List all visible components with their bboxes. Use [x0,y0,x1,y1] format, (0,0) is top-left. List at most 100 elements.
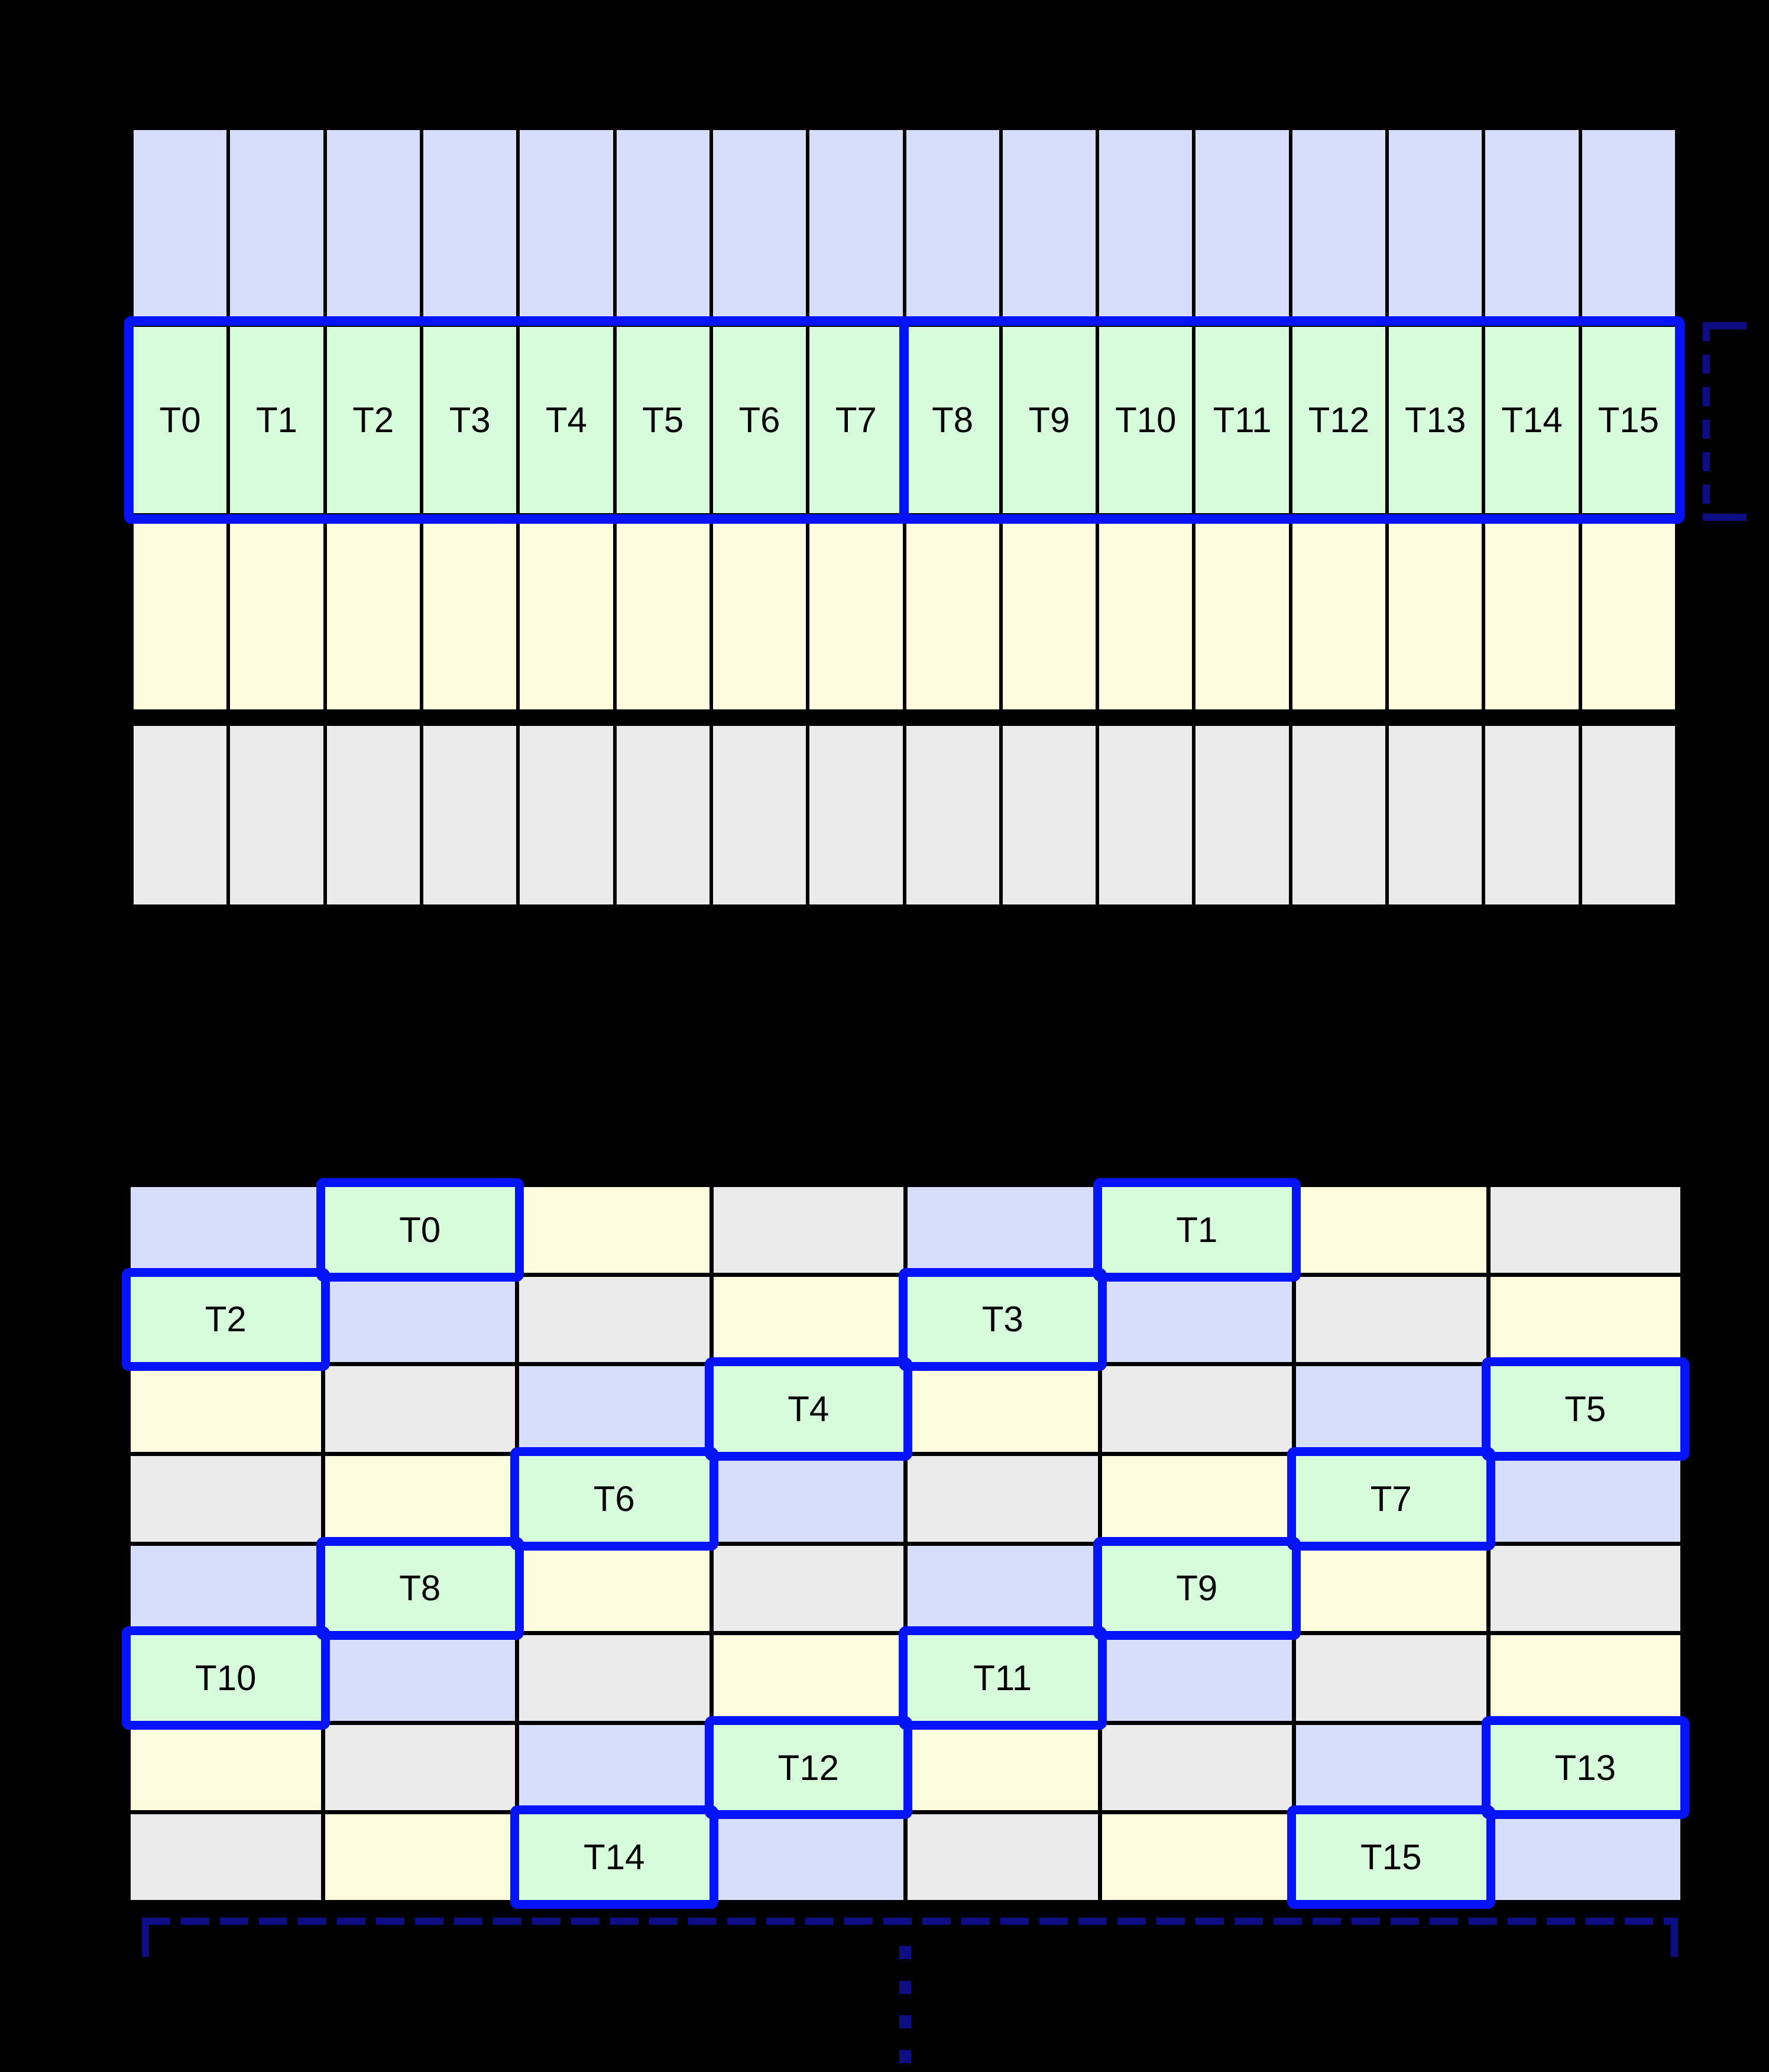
thread-label: T3 [449,400,491,440]
thread-cell: T14 [1485,327,1579,513]
thread-highlight-box-T1 [1093,1178,1301,1282]
memory-cell-lavender [1389,130,1482,316]
memory-cell-cream [906,524,999,709]
memory-cell-lavender [1195,130,1289,316]
thread-cell: T2 [131,1276,321,1363]
memory-cell-gray [1490,1545,1680,1632]
thread-highlight-box-T8 [316,1536,524,1640]
memory-cell-gray [134,726,227,904]
memory-cell-cream [131,1366,321,1452]
thread-highlight-box-T13 [1481,1716,1689,1820]
memory-cell-cream [908,1366,1098,1452]
thread-cell: T1 [230,327,323,513]
thread-cell: T13 [1389,327,1482,513]
thread-label: T10 [1115,400,1177,440]
thread-highlight-box-T12 [704,1716,912,1820]
memory-cell-lavender [1490,1814,1680,1900]
thread-label: T13 [1405,400,1466,440]
memory-cell-gray [1296,1276,1486,1363]
memory-cell-cream [519,1545,709,1632]
memory-cell-lavender [1002,130,1096,316]
thread-label: T4 [545,400,587,440]
memory-cell-gray [1195,726,1289,904]
thread-highlight-box-T11 [899,1626,1107,1730]
thread-cell: T5 [1490,1366,1680,1452]
row-extent-bracket-line [1703,322,1710,521]
memory-cell-gray [423,726,517,904]
thread-cell: T11 [1195,327,1289,513]
thread-cell: T4 [713,1366,903,1452]
thread-cell: T15 [1582,327,1675,513]
thread-cell: T5 [616,327,709,513]
thread-cell: T8 [325,1545,515,1632]
thread-label: T8 [399,1568,441,1609]
memory-cell-gray [1101,1366,1292,1452]
memory-cell-cream [713,1635,903,1721]
thread-highlight-box-T6 [510,1447,718,1551]
thread-label: T11 [1213,400,1272,440]
memory-cell-cream [809,524,903,709]
memory-cell-cream [230,524,323,709]
memory-cell-cream [713,1276,903,1363]
thread-highlight-box-T0 [316,1178,524,1282]
memory-cell-lavender [230,130,323,316]
grid-width-bracket-tick-left [142,1918,149,1957]
thread-cell: T7 [1296,1455,1486,1542]
memory-cell-cream [1490,1276,1680,1363]
thread-highlight-box-T15 [1287,1805,1495,1909]
thread-label: T7 [1370,1478,1412,1519]
thread-label: T12 [777,1747,839,1788]
thread-cell: T0 [134,327,227,513]
memory-cell-gray [519,1635,709,1721]
memory-cell-lavender [809,130,903,316]
thread-cell: T3 [908,1276,1098,1363]
thread-label: T14 [584,1837,645,1878]
memory-cell-lavender [131,1545,321,1632]
memory-cell-gray [1099,726,1193,904]
memory-cell-cream [1099,524,1193,709]
memory-cell-cream [1195,524,1289,709]
memory-cell-cream [1389,524,1482,709]
memory-cell-cream [1101,1814,1292,1900]
memory-cell-lavender [908,1545,1098,1632]
memory-cell-cream [325,1814,515,1900]
memory-cell-lavender [326,130,420,316]
thread-label: T10 [195,1658,257,1698]
memory-cell-gray [1490,1187,1680,1273]
thread-label: T5 [642,400,684,440]
top-grid-row-mint: T0 T1 T2 T3 T4 T5 T6 T7 T8 T9 T10 T11 T12 T13 T14 T15 [134,327,1675,513]
top-grid-row-gray [134,726,1675,904]
thread-cell: T2 [326,327,420,513]
thread-cell: T7 [809,327,903,513]
thread-label: T0 [159,400,201,440]
warp-highlight-box-1 [899,316,1684,524]
thread-highlight-box-T2 [122,1267,330,1371]
thread-cell: T12 [1292,327,1386,513]
thread-cell: T10 [131,1635,321,1721]
memory-cell-cream [1101,1455,1292,1542]
memory-cell-lavender [906,130,999,316]
memory-cell-lavender [325,1635,515,1721]
top-grid-row-lavender [134,130,1675,316]
memory-cell-cream [1002,524,1096,709]
continuation-dot [899,2015,911,2029]
warp-highlight-box-0 [124,316,909,524]
memory-cell-lavender [1485,130,1579,316]
thread-cell: T14 [519,1814,709,1900]
thread-label: T15 [1360,1837,1422,1878]
memory-cell-gray [906,726,999,904]
memory-cell-gray [1292,726,1386,904]
grid-width-bracket-tick-right [1671,1918,1678,1957]
memory-cell-cream [1296,1187,1486,1273]
memory-cell-lavender [616,130,709,316]
thread-label: T11 [973,1658,1032,1698]
memory-cell-cream [131,1724,321,1811]
continuation-dot [899,1980,911,1994]
thread-label: T0 [399,1210,441,1250]
memory-cell-cream [134,524,227,709]
memory-cell-cream [423,524,517,709]
memory-cell-gray [616,726,709,904]
thread-highlight-box-T10 [122,1626,330,1730]
memory-cell-lavender [1099,130,1193,316]
memory-cell-gray [1389,726,1482,904]
